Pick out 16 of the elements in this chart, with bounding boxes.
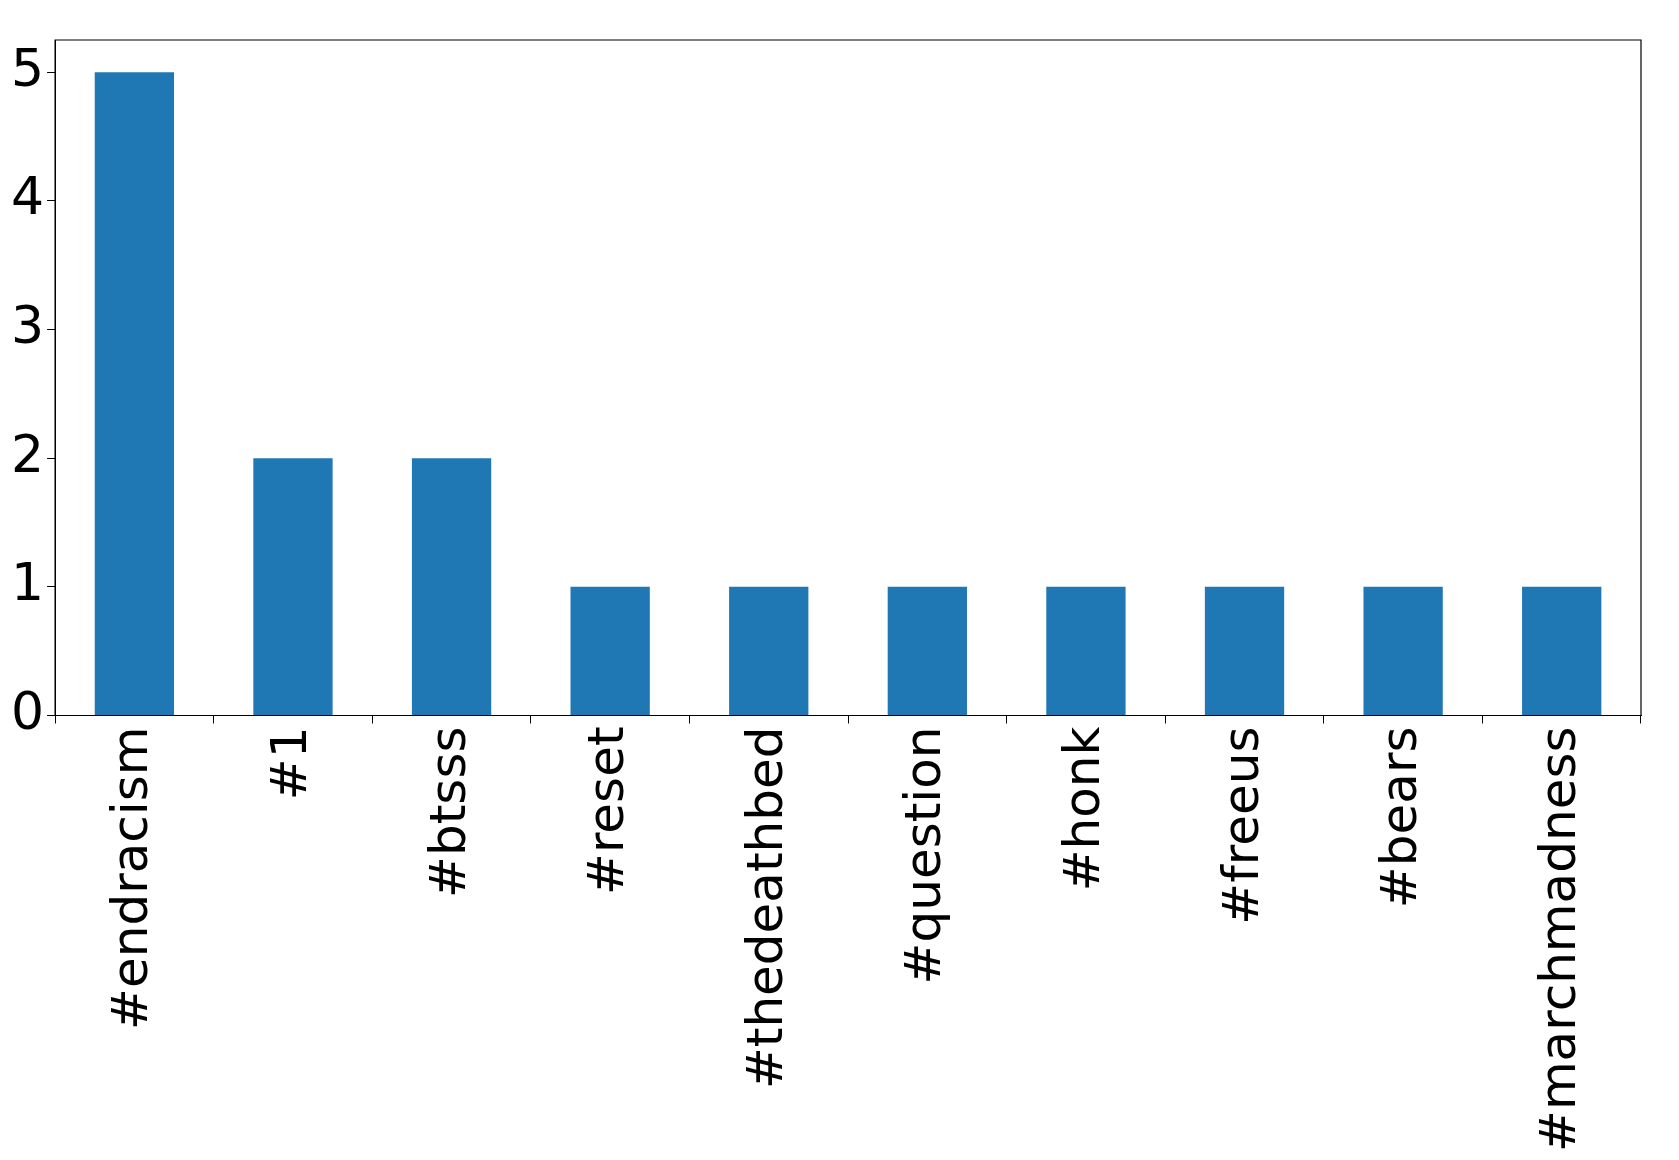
x-tick-label: #question xyxy=(894,726,953,985)
x-tick-label: #bears xyxy=(1370,726,1429,909)
x-tick-label: #marchmadness xyxy=(1528,726,1587,1152)
x-tick-label: #endracism xyxy=(101,726,160,1030)
x-tick-label: #1 xyxy=(259,726,318,801)
y-tick-label: 3 xyxy=(10,295,45,356)
y-tick-label: 2 xyxy=(10,423,45,484)
y-tick-label: 1 xyxy=(10,552,45,613)
x-tick-label: #btsss xyxy=(418,726,477,898)
x-tick-label: #freeus xyxy=(1211,726,1270,925)
x-tick-label: #reset xyxy=(577,726,636,896)
x-tick-label: #thedeathbed xyxy=(735,726,794,1090)
x-tick-label: #honk xyxy=(1052,726,1111,892)
y-tick-label: 4 xyxy=(10,166,45,227)
y-tick-label: 5 xyxy=(10,37,45,98)
y-tick-label: 0 xyxy=(10,681,45,741)
